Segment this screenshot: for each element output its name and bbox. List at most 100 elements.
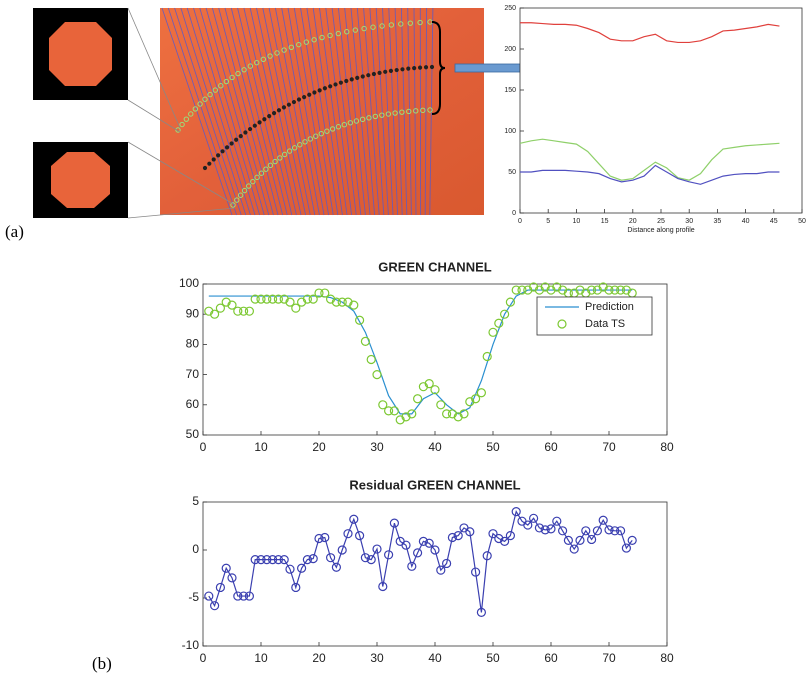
profile-point [192,106,199,112]
data-point [575,535,585,546]
profile-line [375,7,389,216]
data-point [331,562,341,572]
data-point [210,309,220,319]
profile-point [366,73,371,78]
data-point [256,294,266,304]
profile-point [400,67,405,72]
data-point [430,385,440,395]
data-point [244,591,254,601]
data-point [349,300,359,310]
profile-point [398,21,404,27]
profile-point [207,161,212,166]
data-point [268,294,278,304]
profile-line [180,7,247,216]
profile-point [247,126,253,132]
profile-point [260,56,267,62]
x-tick-label: 10 [573,218,581,225]
profile-point [234,137,239,142]
profile-point [281,151,288,158]
profile-point [247,63,254,69]
profile-line [230,7,284,216]
y-tick-label: 60 [186,397,200,411]
series-line [520,22,780,44]
data-point [453,412,463,422]
profile-point [324,128,330,134]
data-point [534,285,545,295]
x-tick-label: 30 [685,218,693,225]
data-point [337,545,347,555]
profile-point [179,121,185,128]
x-tick-label: 10 [254,440,268,454]
profile-point [360,74,365,79]
x-tick-label: 5 [546,218,550,225]
data-point [355,315,365,325]
profile-point [383,69,388,74]
x-tick-label: 45 [770,218,778,225]
data-point [598,282,608,292]
data-point [337,297,347,307]
profile-point [335,124,342,130]
profile-point [220,149,225,154]
data-point [569,544,579,554]
data-point [221,297,231,307]
data-point [227,573,237,583]
data-point [372,370,382,380]
data-point [586,534,597,545]
data-point [459,409,469,419]
data-point [384,550,394,560]
profile-point [258,170,265,176]
data-point [436,400,446,410]
profile-line [407,7,412,216]
profile-point [223,78,230,85]
legend-label: Data TS [585,318,625,330]
data-point [262,294,272,304]
profile-point [281,47,287,53]
profile-point [291,99,297,105]
photo [160,7,484,216]
data-point [331,297,341,307]
profile-point [296,97,302,102]
profile-point [291,145,298,151]
profile-line [281,7,320,216]
data-point [430,545,440,555]
data-point [511,285,521,295]
data-point [395,415,405,425]
profile-point [355,75,360,80]
profile-point [333,82,338,87]
x-tick-label: 25 [657,218,665,225]
data-point [360,336,370,346]
data-point [465,527,475,537]
profile-point [235,70,241,77]
data-point [598,515,608,525]
x-tick-label: 40 [428,651,442,665]
data-point [215,303,225,313]
data-point [592,285,603,295]
profile-point [328,84,333,89]
profile-point [394,67,399,73]
profile-point [302,94,307,100]
profile-point [212,87,219,93]
legend-box [536,296,653,336]
data-point [621,543,632,553]
data-point [244,306,254,316]
legend-label: Prediction [585,301,634,313]
data-point [471,567,481,577]
data-point [621,285,632,295]
profile-point [344,78,349,84]
profile-point [296,41,302,48]
data-point [326,553,336,563]
profile-point [335,30,342,37]
profile-point [245,183,252,189]
data-point [297,563,307,573]
profile-point [388,68,394,73]
profile-point [250,178,256,185]
profile-point [252,123,257,128]
data-point [586,285,597,295]
profile-point [257,120,262,125]
profile-point [254,59,260,66]
data-point [511,507,521,517]
data-point [610,285,620,295]
y-tick-label: 0 [512,210,516,217]
profile-line [350,7,371,216]
